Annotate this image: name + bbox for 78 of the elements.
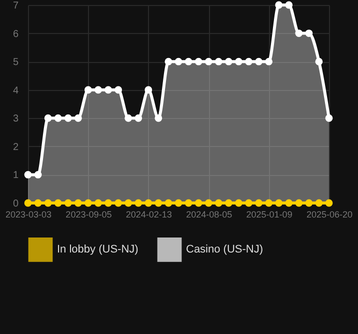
- x-tick-label: 2024-02-13: [126, 210, 172, 220]
- point: [265, 58, 273, 66]
- y-tick-label: 2: [12, 142, 19, 153]
- point: [174, 58, 182, 66]
- point: [255, 58, 262, 66]
- point: [275, 199, 283, 207]
- point: [104, 199, 112, 207]
- point: [194, 58, 202, 66]
- point: [54, 114, 62, 122]
- point: [144, 199, 152, 207]
- point: [174, 199, 182, 207]
- point: [114, 86, 122, 94]
- point: [305, 30, 313, 37]
- point: [24, 171, 32, 178]
- point: [154, 114, 162, 122]
- point: [224, 199, 232, 207]
- point: [94, 86, 102, 94]
- point: [224, 58, 232, 66]
- point: [74, 199, 82, 207]
- point: [44, 199, 52, 207]
- point: [134, 114, 142, 122]
- point: [164, 58, 172, 66]
- point: [54, 199, 62, 207]
- point: [124, 199, 132, 207]
- point: [245, 199, 252, 207]
- point: [325, 114, 333, 122]
- point: [194, 199, 202, 207]
- point: [84, 199, 92, 207]
- point: [124, 114, 132, 122]
- point: [234, 199, 242, 207]
- point: [295, 30, 303, 37]
- point: [245, 58, 252, 66]
- point: [234, 58, 242, 66]
- point: [295, 199, 303, 207]
- point: [34, 199, 42, 207]
- point: [24, 199, 32, 207]
- point: [84, 86, 92, 94]
- point: [325, 199, 333, 207]
- point: [265, 199, 273, 207]
- point: [144, 86, 152, 94]
- x-tick-label: 2024-08-05: [186, 210, 232, 220]
- point: [64, 199, 72, 207]
- point: [34, 171, 42, 178]
- point: [164, 199, 172, 207]
- point: [214, 199, 222, 207]
- point: [204, 58, 212, 66]
- x-tick-label: 2023-03-03: [5, 210, 52, 220]
- y-tick-label: 5: [12, 57, 19, 68]
- legend-label: In lobby (US-NJ): [57, 244, 138, 256]
- point: [94, 199, 102, 207]
- point: [74, 114, 82, 122]
- x-tick-label: 2025-01-09: [246, 210, 292, 220]
- point: [255, 199, 262, 207]
- point: [184, 199, 192, 207]
- point: [204, 199, 212, 207]
- y-tick-label: 0: [12, 198, 19, 210]
- point: [305, 199, 313, 207]
- legend-label: Casino (US-NJ): [186, 244, 264, 256]
- point: [134, 199, 142, 207]
- y-tick-label: 7: [12, 0, 19, 12]
- x-tick-label: 2023-09-05: [66, 210, 112, 220]
- point: [285, 1, 293, 9]
- point: [285, 199, 293, 207]
- y-tick-label: 3: [12, 114, 19, 125]
- point: [114, 199, 122, 207]
- y-tick-label: 1: [12, 170, 19, 182]
- point: [315, 199, 323, 207]
- point: [44, 114, 52, 122]
- point: [275, 1, 283, 9]
- point: [104, 86, 112, 94]
- point: [214, 58, 222, 66]
- point: [184, 58, 192, 66]
- x-tick-label: 2025-06-20: [306, 210, 353, 220]
- y-tick-label: 6: [12, 28, 19, 40]
- point: [315, 58, 323, 66]
- y-tick-label: 4: [12, 85, 19, 96]
- point: [64, 114, 72, 122]
- point: [154, 199, 162, 207]
